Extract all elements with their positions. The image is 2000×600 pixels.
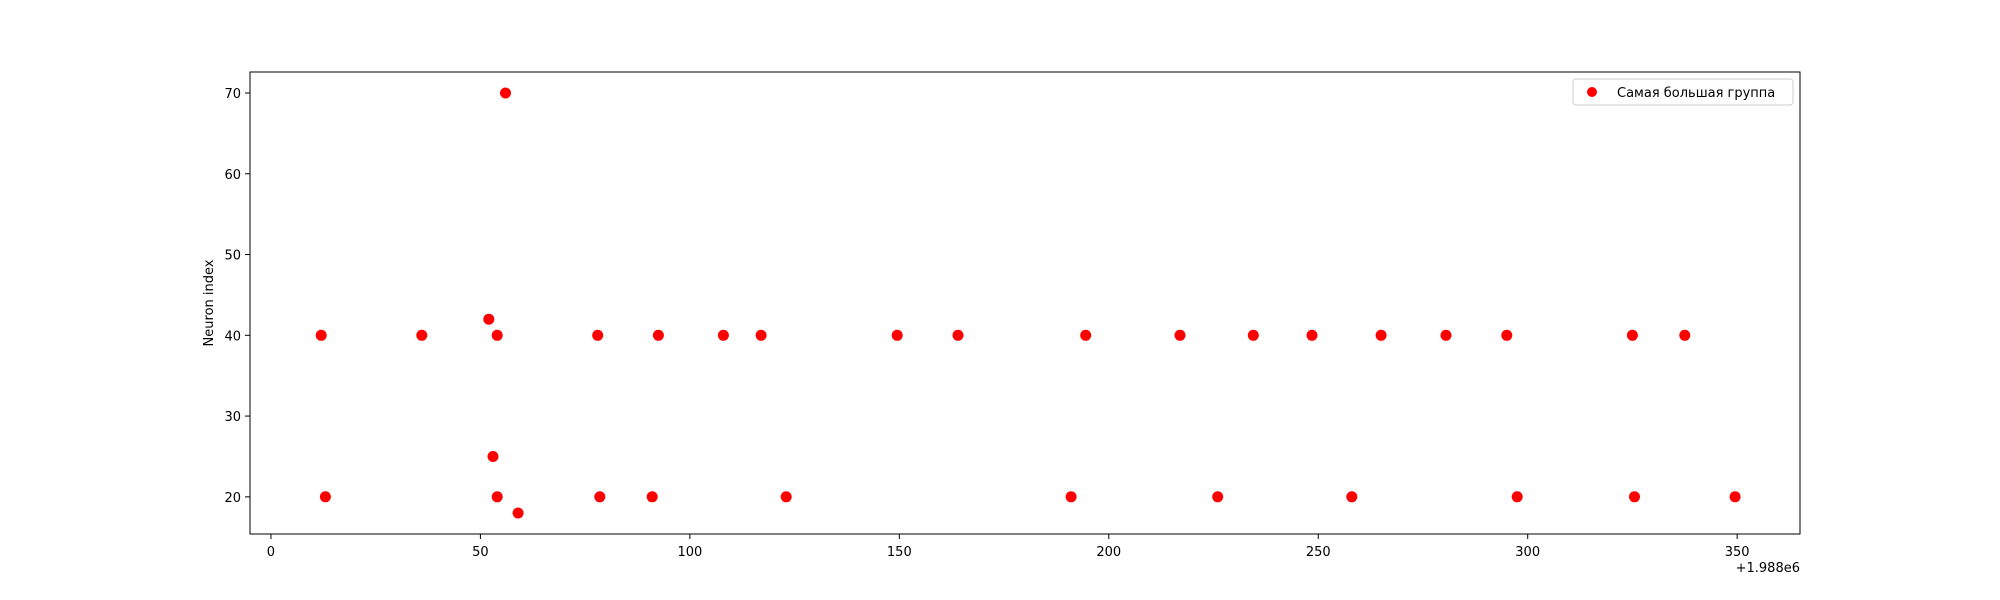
x-tick-label: 50 [472, 545, 489, 560]
x-tick-label: 250 [1306, 545, 1331, 560]
x-tick-label: 200 [1096, 545, 1121, 560]
data-point [500, 87, 511, 99]
y-tick-label: 50 [224, 249, 241, 264]
y-axis: 20 30 40 50 60 70 [224, 87, 250, 506]
x-axis: 0 50 100 150 200 250 300 350 [267, 534, 1750, 560]
data-point [1679, 329, 1691, 341]
data-point [755, 329, 767, 341]
y-axis-label: Neuron index [202, 259, 217, 346]
data-point [512, 507, 524, 519]
data-point [594, 491, 606, 503]
data-point [952, 329, 964, 341]
data-point [319, 491, 331, 503]
data-point [1375, 329, 1387, 341]
data-point [1174, 329, 1186, 341]
data-point [646, 491, 658, 503]
data-point [416, 329, 428, 341]
x-tick-label: 150 [887, 545, 912, 560]
data-point [487, 451, 499, 462]
data-point [1247, 329, 1259, 341]
x-tick-label: 0 [267, 545, 275, 560]
data-point [1306, 329, 1318, 341]
x-tick-label: 350 [1725, 545, 1750, 560]
data-point [1501, 329, 1513, 341]
data-point [1729, 491, 1741, 503]
y-tick-label: 30 [224, 410, 241, 425]
data-point [1065, 491, 1077, 503]
data-point [1440, 329, 1452, 341]
plot-area-frame [249, 71, 1801, 535]
legend-marker [1587, 87, 1597, 97]
data-points [315, 87, 1741, 519]
data-point [1626, 329, 1638, 341]
y-tick-label: 70 [224, 87, 241, 102]
data-point [491, 329, 503, 341]
legend: Самая большая группа [1572, 78, 1794, 106]
data-point [780, 491, 792, 503]
y-tick-label: 40 [224, 329, 241, 344]
y-tick-label: 20 [224, 491, 241, 506]
legend-entry-label: Самая большая группа [1617, 86, 1775, 101]
x-tick-label: 100 [677, 545, 702, 560]
data-point [1346, 491, 1358, 503]
y-tick-label: 60 [224, 168, 241, 183]
data-point [483, 313, 495, 325]
x-axis-offset-label: +1.988e6 [1736, 561, 1800, 576]
data-point [891, 329, 903, 341]
legend-box [1572, 78, 1794, 106]
data-point [1629, 491, 1640, 503]
data-point [1080, 329, 1092, 341]
data-point [1212, 491, 1224, 503]
data-point [1511, 491, 1523, 503]
x-tick-label: 300 [1515, 545, 1540, 560]
data-point [315, 329, 327, 341]
data-point [652, 329, 664, 341]
data-point [592, 329, 604, 341]
data-point [491, 491, 503, 503]
data-point [717, 329, 729, 341]
